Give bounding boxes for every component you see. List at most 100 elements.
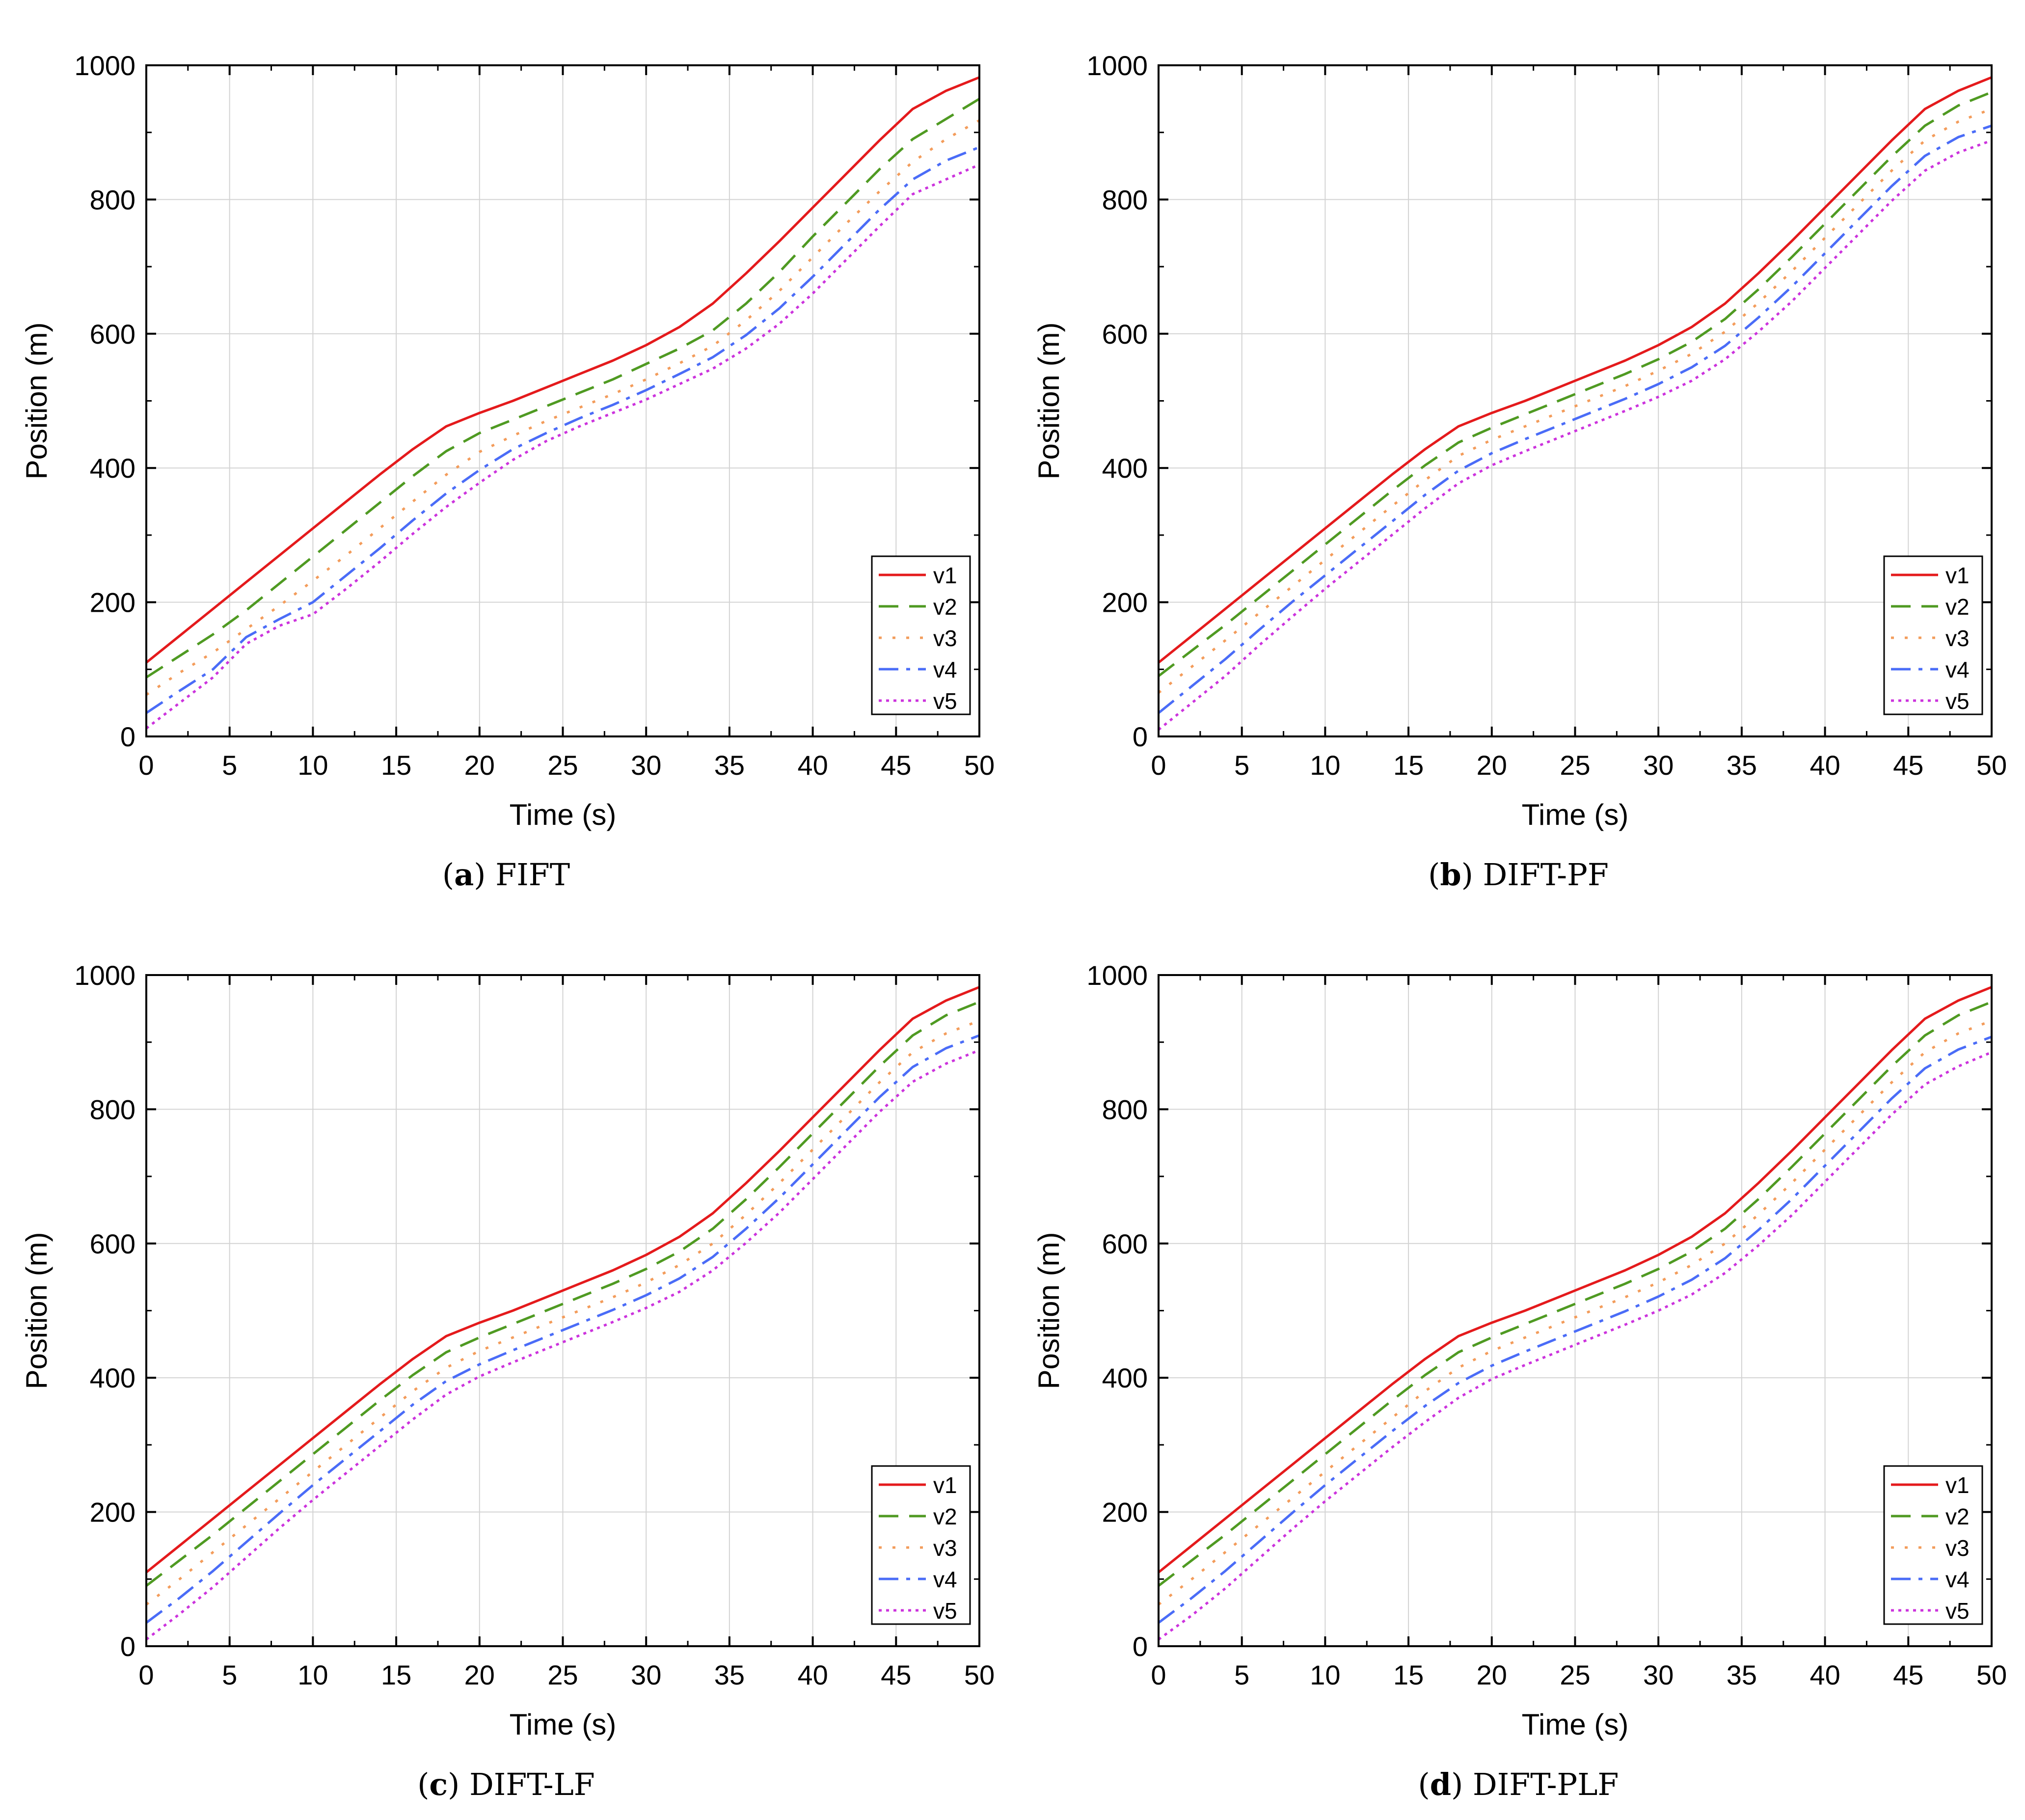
x-tick-label: 40 xyxy=(1809,750,1840,781)
y-tick-label: 0 xyxy=(1133,721,1148,752)
x-tick-label: 30 xyxy=(1643,750,1674,781)
x-tick-label: 25 xyxy=(547,750,578,781)
chart-b: 0 5 10 15 20 25 30 35 40 45 50 0 200 400 600 800 1000 Tim… xyxy=(1032,50,2007,831)
series-line-v4 xyxy=(145,1034,980,1624)
x-tick-label: 5 xyxy=(1234,750,1249,781)
legend-label-v3: v3 xyxy=(1945,625,1970,651)
y-tick-label: 800 xyxy=(1102,184,1148,215)
y-tick-label: 600 xyxy=(90,1228,135,1259)
y-tick-label: 1000 xyxy=(74,960,135,991)
caption-title: DIFT-PF xyxy=(1483,857,1609,893)
x-tick-label: 50 xyxy=(964,750,995,781)
x-tick-label: 15 xyxy=(1393,1659,1424,1690)
legend-label-v1: v1 xyxy=(933,563,957,588)
x-tick-label: 5 xyxy=(1234,1659,1249,1690)
series-line-v5 xyxy=(145,163,980,730)
legend-label-v5: v5 xyxy=(933,688,957,714)
x-tick-label: 5 xyxy=(222,750,237,781)
y-tick-label: 800 xyxy=(1102,1094,1148,1125)
x-tick-label: 20 xyxy=(1477,1659,1507,1690)
series-line-v1 xyxy=(1158,986,1992,1574)
y-tick-label: 0 xyxy=(120,1631,135,1662)
legend-box xyxy=(1883,555,1983,715)
x-tick-label: 25 xyxy=(1560,750,1590,781)
series-line-v2 xyxy=(145,98,980,679)
x-tick-label: 10 xyxy=(1310,1659,1340,1690)
y-axis-label: Position (m) xyxy=(1032,1232,1065,1389)
series-line-v4 xyxy=(145,146,980,714)
caption-title: DIFT-LF xyxy=(469,1766,595,1802)
x-tick-label: 50 xyxy=(1976,1659,2007,1690)
caption-a: (a) FIFT xyxy=(442,857,570,893)
caption-letter: b xyxy=(1440,857,1461,893)
x-tick-label: 30 xyxy=(631,1659,661,1690)
y-tick-label: 600 xyxy=(1102,319,1148,350)
x-tick-label: 10 xyxy=(297,1659,328,1690)
y-tick-label: 400 xyxy=(1102,453,1148,484)
y-tick-label: 800 xyxy=(90,1094,135,1125)
x-tick-label: 30 xyxy=(1643,1659,1674,1690)
x-tick-label: 35 xyxy=(714,1659,745,1690)
y-axis-label: Position (m) xyxy=(20,1232,53,1389)
legend-label-v4: v4 xyxy=(1945,1567,1970,1592)
y-tick-label: 200 xyxy=(90,1497,135,1528)
x-tick-label: 0 xyxy=(138,750,154,781)
legend-label-v2: v2 xyxy=(1945,1504,1970,1529)
legend-label-v4: v4 xyxy=(933,1567,957,1592)
y-tick-label: 200 xyxy=(90,587,135,618)
panel-b: 0 5 10 15 20 25 30 35 40 45 50 0 200 400 600 800 1000 Tim… xyxy=(1012,0,2025,910)
x-tick-label: 25 xyxy=(1560,1659,1590,1690)
x-tick-label: 50 xyxy=(964,1659,995,1690)
x-tick-label: 45 xyxy=(1893,750,1923,781)
chart-c: 0 5 10 15 20 25 30 35 40 45 50 0 200 400 600 800 1000 Tim… xyxy=(20,960,995,1741)
caption-letter: a xyxy=(454,857,474,893)
series-line-v5 xyxy=(1158,1051,1992,1641)
y-tick-label: 1000 xyxy=(1086,50,1148,81)
y-tick-label: 1000 xyxy=(74,50,135,81)
series-line-v1 xyxy=(1158,76,1992,664)
x-tick-label: 30 xyxy=(631,750,661,781)
caption-letter: c xyxy=(429,1766,448,1802)
caption-title: FIFT xyxy=(495,857,570,893)
y-tick-label: 200 xyxy=(1102,1497,1148,1528)
legend-label-v4: v4 xyxy=(933,657,957,682)
y-tick-label: 400 xyxy=(1102,1362,1148,1393)
series-line-v2 xyxy=(1158,1001,1992,1587)
x-tick-label: 35 xyxy=(1727,1659,1757,1690)
series-line-v5 xyxy=(1158,139,1992,731)
series-line-v4 xyxy=(1158,124,1992,714)
x-axis-label: Time (s) xyxy=(510,798,617,831)
x-tick-label: 40 xyxy=(797,1659,828,1690)
y-tick-label: 400 xyxy=(90,453,135,484)
caption-b: (b) DIFT-PF xyxy=(1428,857,1609,893)
series-line-v4 xyxy=(1158,1035,1992,1624)
x-axis-label: Time (s) xyxy=(1522,798,1629,831)
x-tick-label: 0 xyxy=(1151,750,1166,781)
x-tick-label: 20 xyxy=(1477,750,1507,781)
legend-label-v2: v2 xyxy=(933,1504,957,1529)
legend-box xyxy=(1883,1465,1983,1625)
legend-label-v2: v2 xyxy=(1945,594,1970,620)
caption-letter: d xyxy=(1430,1766,1452,1802)
x-tick-label: 35 xyxy=(714,750,745,781)
x-tick-label: 10 xyxy=(297,750,328,781)
y-tick-label: 600 xyxy=(90,319,135,350)
chart-a: 0 5 10 15 20 25 30 35 40 45 50 0 200 400 600 800 1000 Tim… xyxy=(20,50,995,831)
legend-label-v4: v4 xyxy=(1945,657,1970,682)
panel-d: 0 5 10 15 20 25 30 35 40 45 50 0 200 400 600 800 1000 Tim… xyxy=(1012,910,2025,1820)
y-axis-label: Position (m) xyxy=(1032,322,1065,479)
x-tick-label: 40 xyxy=(1809,1659,1840,1690)
series-line-v3 xyxy=(1158,108,1992,694)
legend-label-v3: v3 xyxy=(933,1535,957,1561)
x-tick-label: 25 xyxy=(547,1659,578,1690)
legend-label-v5: v5 xyxy=(933,1598,957,1624)
legend-label-v3: v3 xyxy=(1945,1535,1970,1561)
x-axis-label: Time (s) xyxy=(510,1708,617,1741)
x-tick-label: 5 xyxy=(222,1659,237,1690)
legend-label-v5: v5 xyxy=(1945,1598,1970,1624)
x-tick-label: 0 xyxy=(138,1659,154,1690)
x-axis-label: Time (s) xyxy=(1522,1708,1629,1741)
legend-label-v2: v2 xyxy=(933,594,957,620)
x-tick-label: 15 xyxy=(381,750,411,781)
